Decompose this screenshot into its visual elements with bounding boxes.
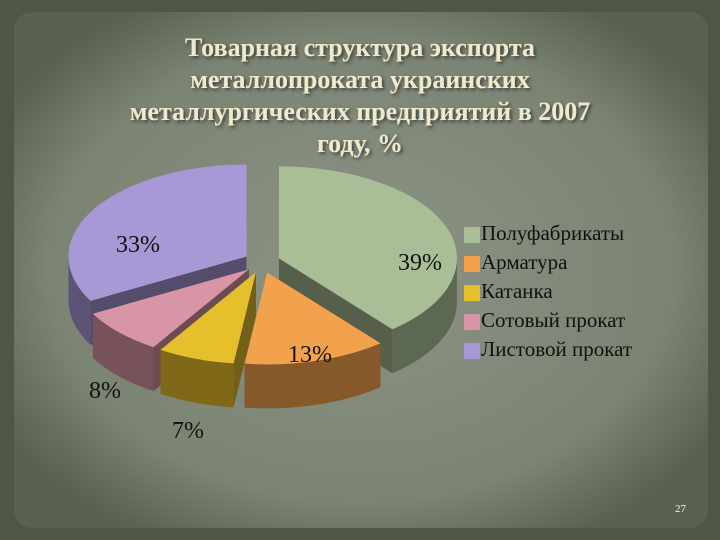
pie-slice	[160, 272, 256, 364]
data-label: 13%	[288, 342, 332, 368]
legend-swatch	[464, 256, 480, 272]
data-label: 8%	[89, 378, 121, 404]
legend-swatch	[464, 227, 480, 243]
pie-slice	[244, 272, 381, 365]
chart-title: Товарная структура экспорта металлопрокат…	[130, 33, 591, 158]
slice-side	[92, 313, 154, 392]
slide-number: 27	[675, 503, 687, 515]
slice-side	[392, 258, 457, 374]
pie-slice	[278, 166, 457, 330]
legend-label: Полуфабрикаты	[481, 221, 624, 245]
legend-swatch	[464, 343, 480, 359]
data-label: 39%	[398, 250, 442, 276]
legend-label: Листовой прокат	[481, 337, 632, 361]
pie-slice	[92, 269, 249, 348]
legend-label: Арматура	[481, 250, 568, 274]
legend-label: Катанка	[481, 279, 553, 303]
slice-side	[68, 256, 91, 345]
data-label: 7%	[172, 418, 204, 444]
pie-slice	[68, 164, 247, 301]
legend-label: Сотовый прокат	[481, 308, 625, 332]
slice-side	[160, 349, 234, 408]
legend-swatch	[464, 314, 480, 330]
pie	[68, 164, 457, 409]
data-label: 33%	[116, 232, 160, 258]
slice-side	[244, 343, 381, 409]
legend-swatch	[464, 285, 480, 301]
